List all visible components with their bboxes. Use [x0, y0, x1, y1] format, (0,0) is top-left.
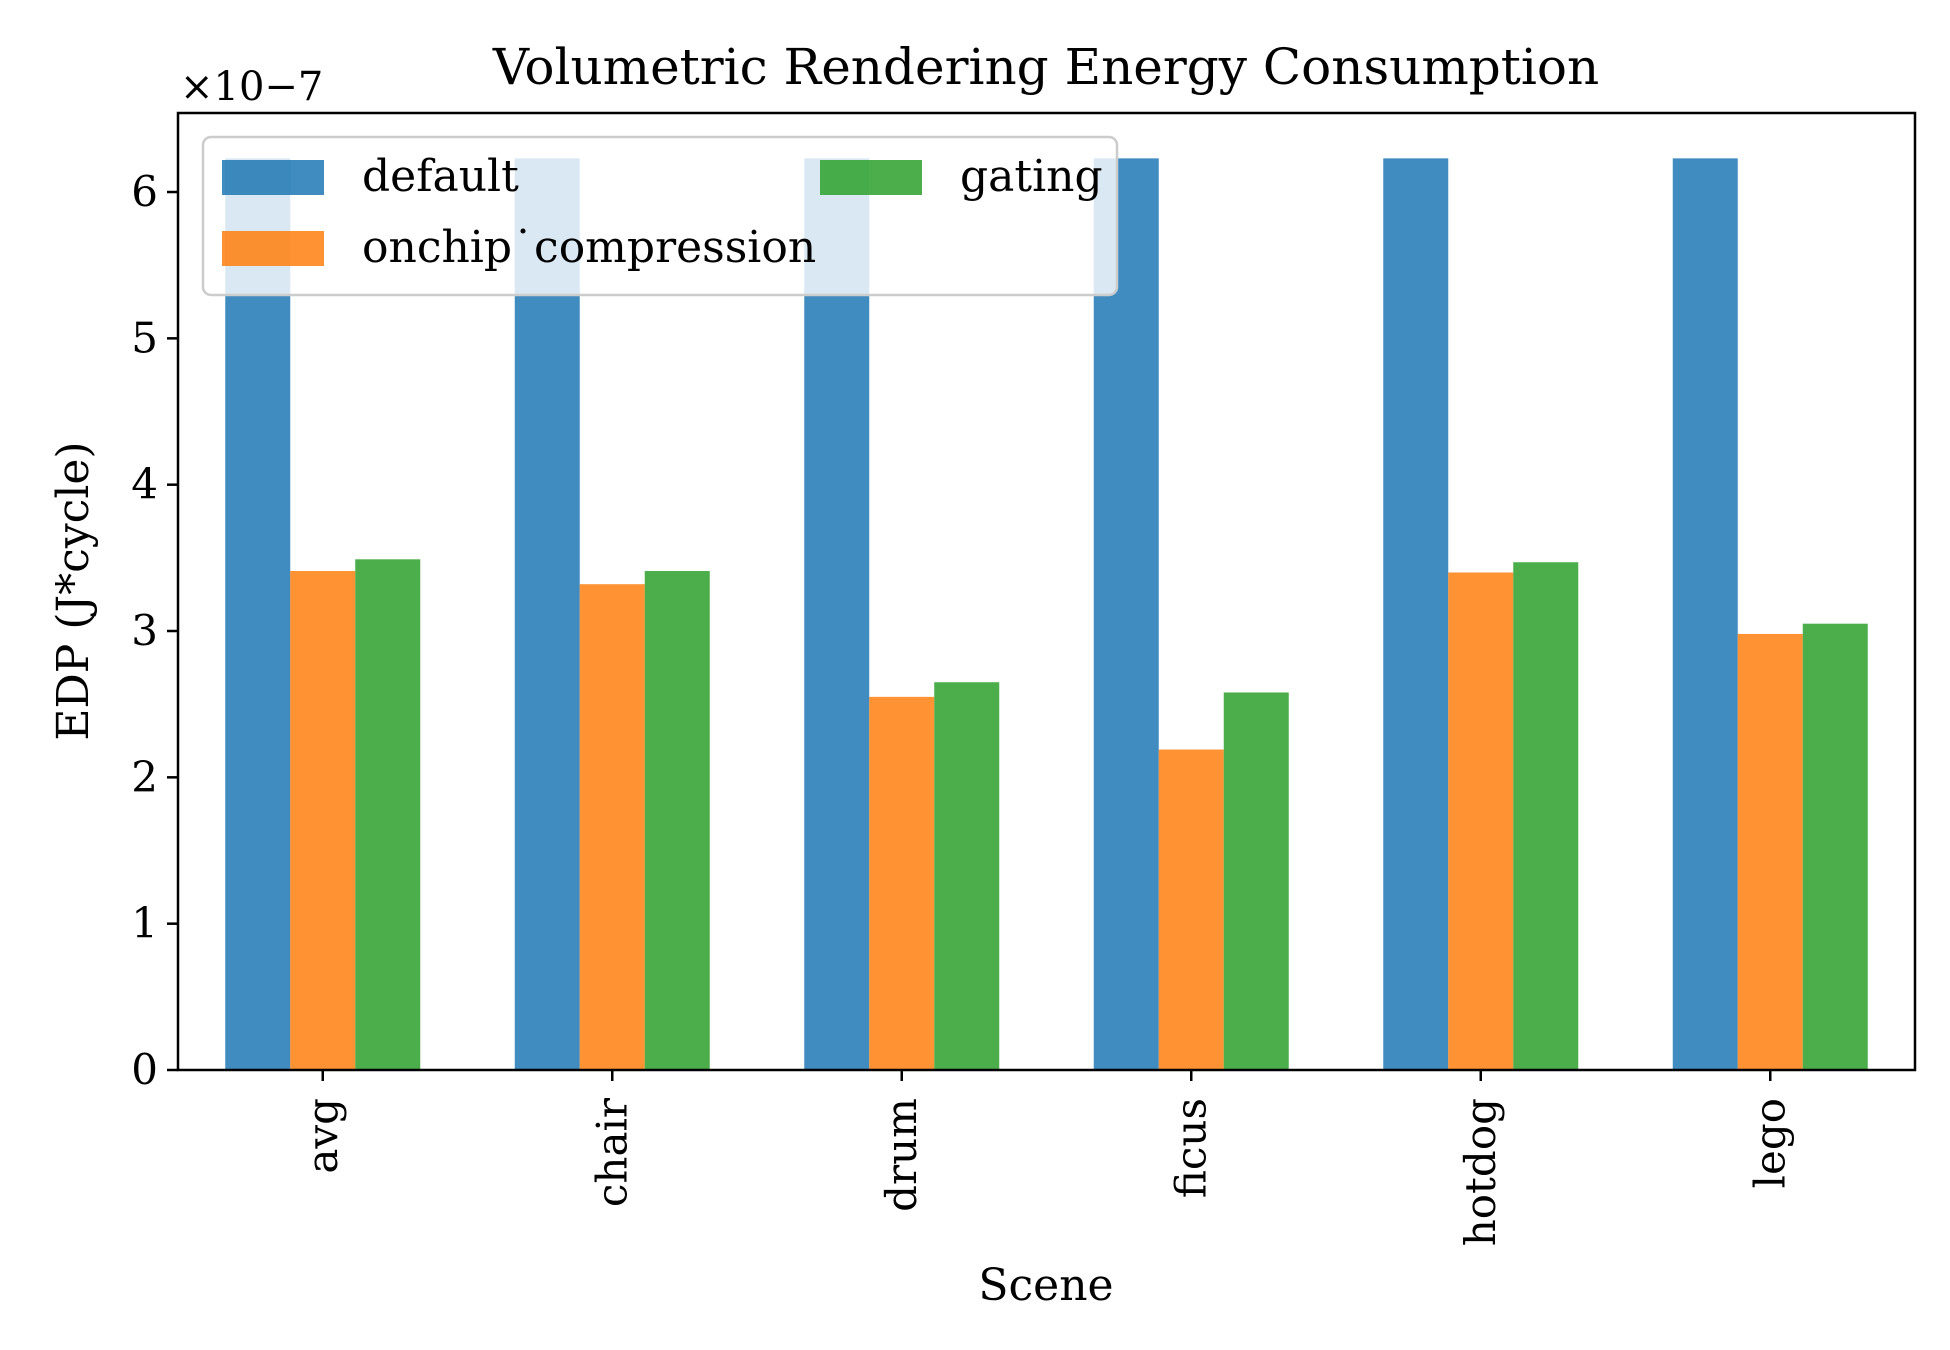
bar-default-lego	[1672, 158, 1738, 1071]
bar-default-chair	[514, 158, 580, 1071]
bar-onchip-compression-chair	[579, 584, 645, 1070]
bar-default-avg	[225, 158, 291, 1071]
y-tick-label: 6	[131, 167, 158, 216]
legend-label: onchip˙compression	[362, 222, 816, 273]
bar-gating-drum	[934, 682, 1000, 1070]
x-axis-label: Scene	[978, 1260, 1113, 1311]
bar-default-drum	[804, 158, 870, 1071]
legend: default onchip˙compression gating	[201, 135, 1119, 297]
x-tick-label: hotdog	[1456, 1098, 1505, 1246]
bar-gating-avg	[355, 559, 421, 1070]
legend-swatch	[222, 160, 324, 195]
x-tick-label: avg	[298, 1098, 347, 1174]
bar-onchip-compression-ficus	[1158, 749, 1224, 1070]
chart-title: Volumetric Rendering Energy Consumption	[492, 38, 1599, 96]
y-axis-multiplier: ×10−7	[180, 64, 323, 110]
bar-gating-hotdog	[1513, 562, 1579, 1070]
x-tick-label: lego	[1745, 1098, 1794, 1188]
x-tick-label: drum	[877, 1098, 926, 1212]
bar-gating-chair	[644, 571, 710, 1070]
bar-onchip-compression-drum	[869, 696, 935, 1070]
y-tick-label: 4	[131, 460, 158, 509]
y-tick-label: 5	[131, 313, 158, 362]
bar-default-hotdog	[1383, 158, 1449, 1071]
bar-onchip-compression-hotdog	[1448, 572, 1514, 1070]
y-axis-label: EDP (J*cycle)	[48, 441, 99, 740]
y-tick-label: 0	[131, 1045, 158, 1094]
plot-area	[225, 158, 1868, 1071]
legend-label: default	[362, 151, 519, 202]
x-axis: avg chair drum ficus hotdog lego	[298, 1070, 1794, 1246]
legend-swatch	[222, 231, 324, 266]
x-tick-label: chair	[587, 1097, 636, 1207]
bar-default-ficus	[1093, 158, 1159, 1071]
bar-gating-ficus	[1223, 692, 1289, 1070]
bar-onchip-compression-avg	[290, 571, 356, 1070]
bar-onchip-compression-lego	[1737, 633, 1803, 1070]
legend-swatch	[820, 160, 922, 195]
y-tick-label: 2	[131, 752, 158, 801]
y-axis: 0 1 2 3 4 5 6	[131, 167, 178, 1094]
y-tick-label: 3	[131, 606, 158, 655]
bar-gating-lego	[1802, 623, 1868, 1070]
axes-frame	[176, 111, 1917, 1072]
x-tick-label: ficus	[1166, 1098, 1215, 1198]
legend-label: gating	[960, 151, 1103, 202]
y-tick-label: 1	[131, 899, 158, 948]
